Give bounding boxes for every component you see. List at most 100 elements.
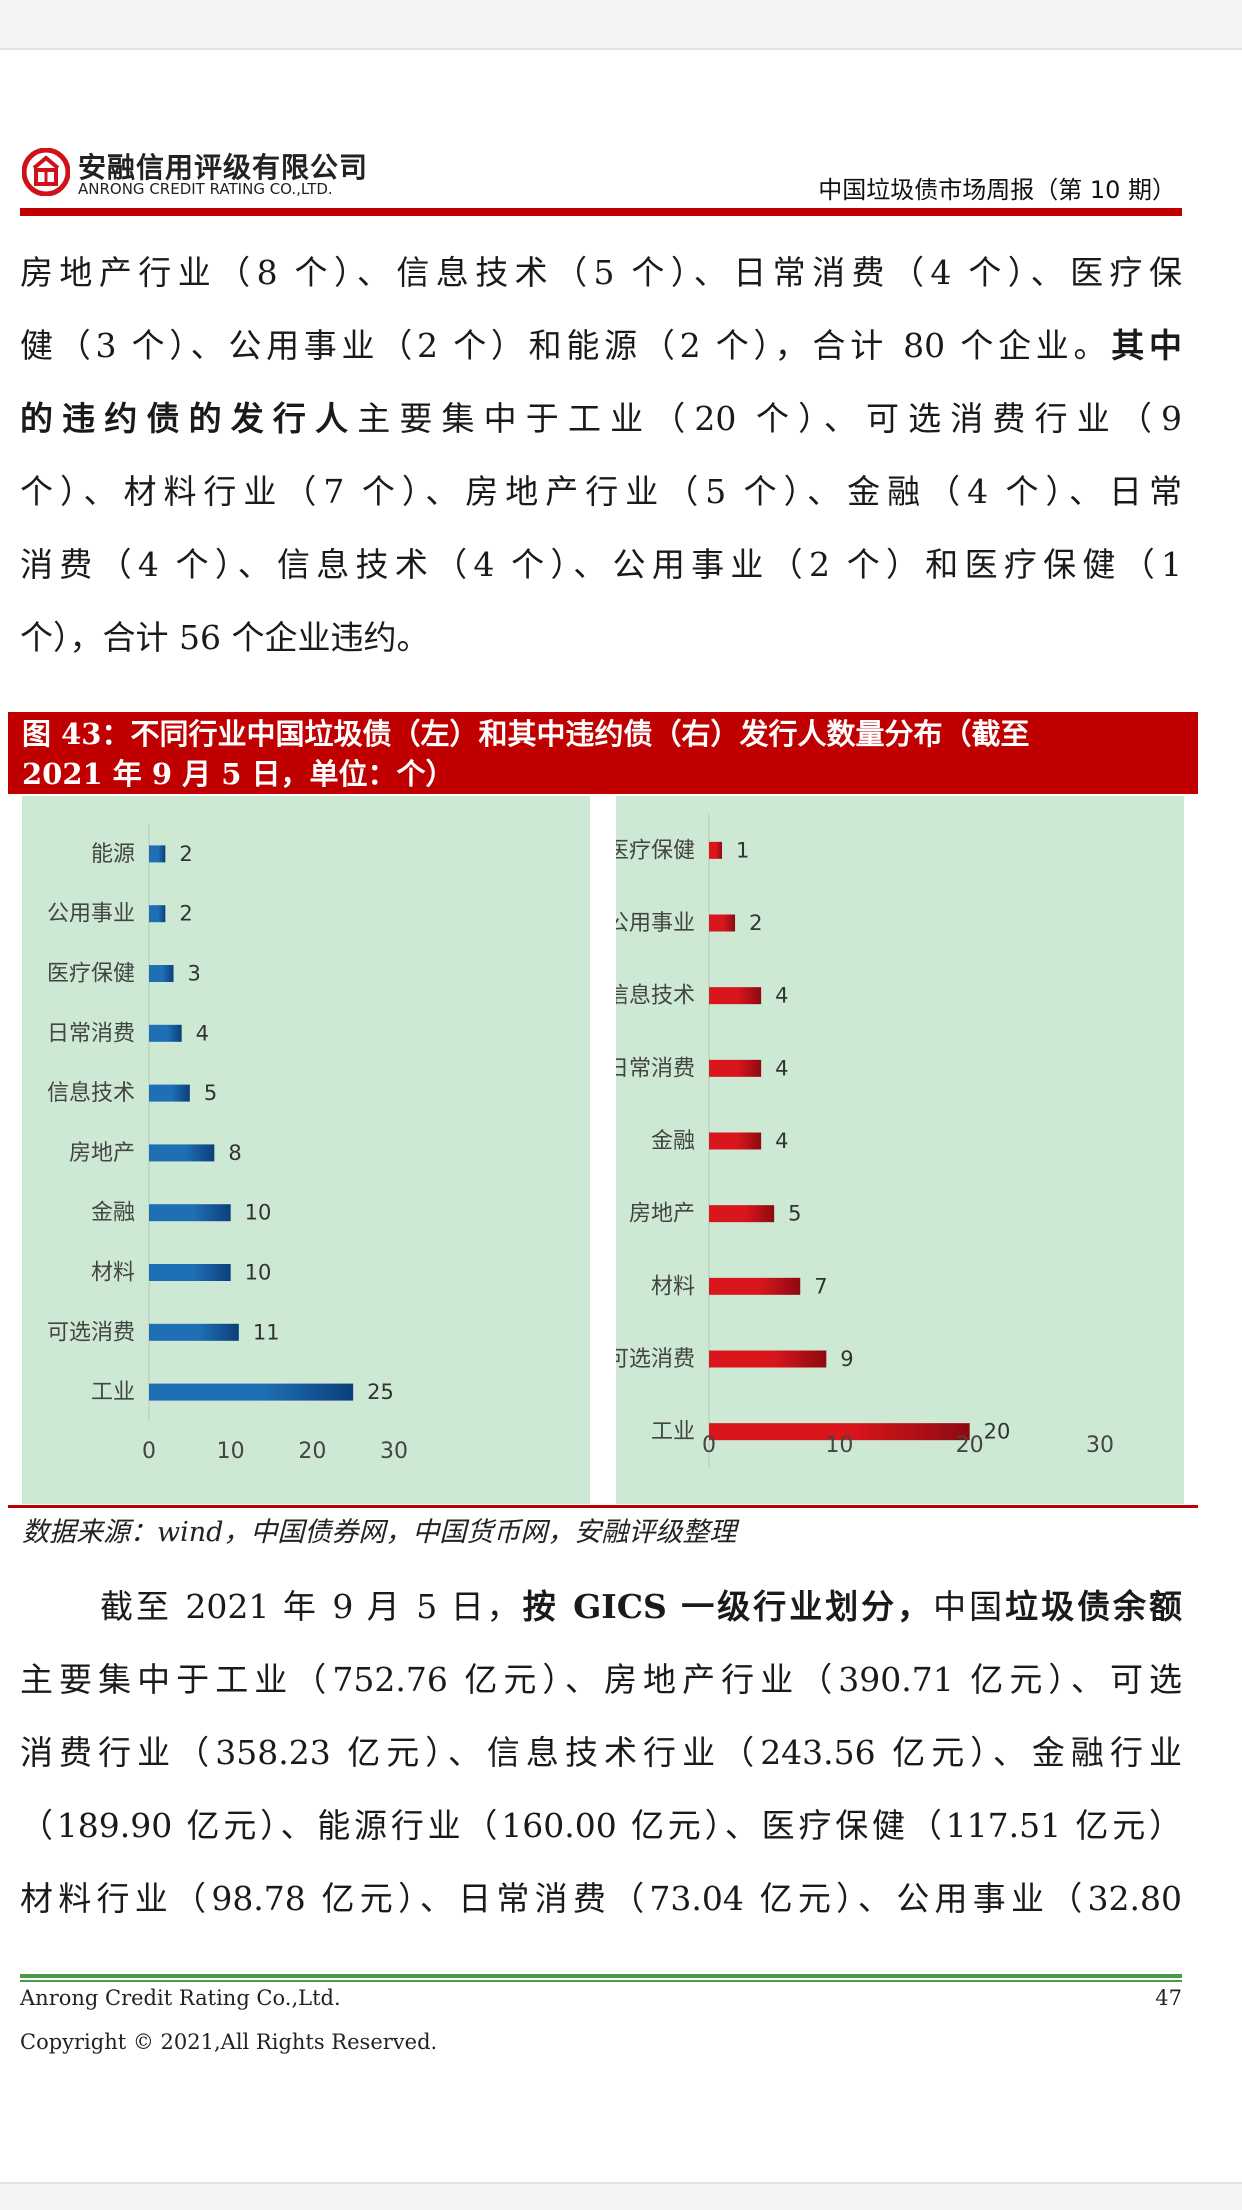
category-label: 材料 — [651, 1274, 695, 1299]
bar — [709, 1205, 775, 1223]
figure-title-line: 2021 年 9 月 5 日，单位：个） — [22, 757, 455, 791]
text-line: 主要集中于工业（752.76 亿元）、房地产行业（390.71 亿元）、可选 — [20, 1660, 1182, 1699]
text-span: 主要集中于工业（20 个）、可选消费行业（9 — [357, 399, 1183, 438]
data-label: 11 — [253, 1320, 280, 1344]
category-label: 可选消费 — [47, 1320, 135, 1345]
chart-right-default-issuers: 医疗保健 1 公用事业 2 信息技术 4 日常消费 4 金融 4 房地产 5 材料 7 可选消费 9 工业 20 0… — [616, 796, 1184, 1504]
anrong-logo-icon — [22, 148, 70, 196]
text-line: 健（3 个）、公用事业（2 个）和能源（2 个），合计 80 个企业。其中 — [20, 309, 1182, 382]
bar — [149, 1024, 182, 1042]
data-label: 4 — [196, 1021, 209, 1045]
data-label: 20 — [984, 1420, 1011, 1444]
text-line: 的违约债的发行人主要集中于工业（20 个）、可选消费行业（9 — [20, 382, 1182, 455]
text-span: 健（3 个）、公用事业（2 个）和能源（2 个），合计 80 个企业。 — [20, 326, 1112, 365]
category-label: 工业 — [651, 1420, 695, 1445]
data-label: 7 — [814, 1274, 827, 1298]
data-label: 5 — [204, 1081, 217, 1105]
bar — [149, 1144, 215, 1162]
bar — [149, 1084, 190, 1102]
data-label: 2 — [179, 842, 192, 866]
category-label: 能源 — [91, 842, 135, 867]
category-label: 公用事业 — [47, 902, 135, 927]
bar — [709, 1423, 970, 1441]
footer-copyright: Copyright © 2021,All Rights Reserved. — [20, 2030, 438, 2054]
bar — [149, 1383, 354, 1401]
chart-left-junk-bond-issuers: 能源 2 公用事业 2 医疗保健 3 日常消费 4 信息技术 5 房地产 8 金融 10 材料 10 可选消费 1… — [22, 796, 590, 1504]
footer-company: Anrong Credit Rating Co.,Ltd. — [20, 1986, 341, 2010]
bar — [709, 1059, 762, 1077]
data-label: 4 — [775, 1056, 788, 1080]
paragraph-industry-count: 房地产行业（8 个）、信息技术（5 个）、日常消费（4 个）、医疗保 健（3 个… — [20, 236, 1182, 674]
x-tick-label: 30 — [380, 1439, 408, 1464]
text-line: 个）、材料行业（7 个）、房地产行业（5 个）、金融（4 个）、日常 — [20, 472, 1182, 511]
x-tick-label: 20 — [956, 1433, 984, 1458]
viewer-top-bar — [0, 0, 1242, 50]
data-label: 5 — [788, 1202, 801, 1226]
bar — [149, 965, 174, 982]
company-name-cn: 安融信用评级有限公司 — [78, 151, 369, 184]
category-label: 医疗保健 — [47, 962, 135, 987]
text-line: 截至 2021 年 9 月 5 日，按 GICS 一级行业划分，中国垃圾债余额 — [20, 1570, 1182, 1643]
category-label: 房地产 — [69, 1141, 135, 1166]
category-label: 可选消费 — [616, 1347, 695, 1372]
category-label: 金融 — [91, 1201, 135, 1226]
category-label: 日常消费 — [47, 1021, 135, 1046]
data-label: 9 — [840, 1347, 853, 1371]
figure-divider — [8, 1505, 1198, 1508]
data-label: 10 — [245, 1261, 272, 1285]
bar — [709, 1350, 827, 1368]
category-label: 金融 — [651, 1129, 695, 1154]
category-label: 日常消费 — [616, 1056, 695, 1081]
category-label: 工业 — [91, 1380, 135, 1405]
bar — [709, 841, 723, 859]
figure-title-line: 图 43：不同行业中国垃圾债（左）和其中违约债（右）发行人数量分布（截至 — [22, 717, 1030, 751]
category-label: 房地产 — [629, 1202, 695, 1227]
text-span: 截至 2021 年 9 月 5 日， — [100, 1587, 523, 1626]
footer-divider — [20, 1974, 1182, 1978]
bar — [149, 905, 166, 923]
category-label: 信息技术 — [47, 1081, 135, 1106]
report-title: 中国垃圾债市场周报（第 10 期） — [818, 176, 1176, 204]
x-tick-label: 0 — [702, 1433, 716, 1458]
bar — [149, 845, 166, 863]
category-label: 信息技术 — [616, 984, 695, 1009]
figure-title: 图 43：不同行业中国垃圾债（左）和其中违约债（右）发行人数量分布（截至 202… — [8, 712, 1198, 794]
bold-text: 的违约债的发行人 — [20, 399, 358, 438]
bar — [709, 914, 736, 932]
company-name-en: ANRONG CREDIT RATING CO.,LTD. — [78, 180, 333, 198]
data-label: 8 — [228, 1141, 241, 1165]
x-tick-label: 30 — [1086, 1433, 1114, 1458]
x-tick-label: 10 — [825, 1433, 853, 1458]
bar — [709, 987, 762, 1005]
text-line: 个），合计 56 个企业违约。 — [20, 618, 430, 657]
bold-text: 其中 — [1111, 326, 1182, 365]
text-span: 中国 — [933, 1587, 1006, 1626]
x-tick-label: 0 — [142, 1439, 156, 1464]
chart-right-svg: 医疗保健 1 公用事业 2 信息技术 4 日常消费 4 金融 4 房地产 5 材料 7 可选消费 9 工业 20 0… — [616, 814, 1114, 1468]
category-label: 公用事业 — [616, 911, 695, 936]
bold-text: 按 GICS 一级行业划分， — [522, 1587, 934, 1626]
page-number: 47 — [1155, 1986, 1182, 2010]
page-header: 安融信用评级有限公司 ANRONG CREDIT RATING CO.,LTD.… — [20, 140, 1182, 218]
category-label: 材料 — [91, 1261, 135, 1286]
category-label: 医疗保健 — [616, 838, 695, 863]
data-label: 2 — [179, 902, 192, 926]
bar — [149, 1204, 231, 1222]
bar — [149, 1323, 239, 1341]
text-line: （189.90 亿元）、能源行业（160.00 亿元）、医疗保健（117.51 … — [20, 1806, 1182, 1845]
data-label: 3 — [188, 962, 201, 986]
data-label: 25 — [367, 1380, 394, 1404]
data-label: 4 — [775, 984, 788, 1008]
bar — [709, 1277, 801, 1295]
data-label: 2 — [749, 911, 762, 935]
chart-left-svg: 能源 2 公用事业 2 医疗保健 3 日常消费 4 信息技术 5 房地产 8 金融 10 材料 10 可选消费 1… — [47, 824, 408, 1464]
data-label: 4 — [775, 1129, 788, 1153]
text-line: 消费（4 个）、信息技术（4 个）、公用事业（2 个）和医疗保健（1 — [20, 545, 1182, 584]
paragraph-balance: 截至 2021 年 9 月 5 日，按 GICS 一级行业划分，中国垃圾债余额 … — [20, 1570, 1182, 1935]
x-tick-label: 10 — [217, 1439, 245, 1464]
figure-source: 数据来源：wind，中国债券网，中国货币网，安融评级整理 — [22, 1517, 737, 1548]
data-label: 10 — [245, 1201, 272, 1225]
x-tick-label: 20 — [298, 1439, 326, 1464]
data-label: 1 — [736, 838, 749, 862]
bar — [149, 1264, 231, 1281]
